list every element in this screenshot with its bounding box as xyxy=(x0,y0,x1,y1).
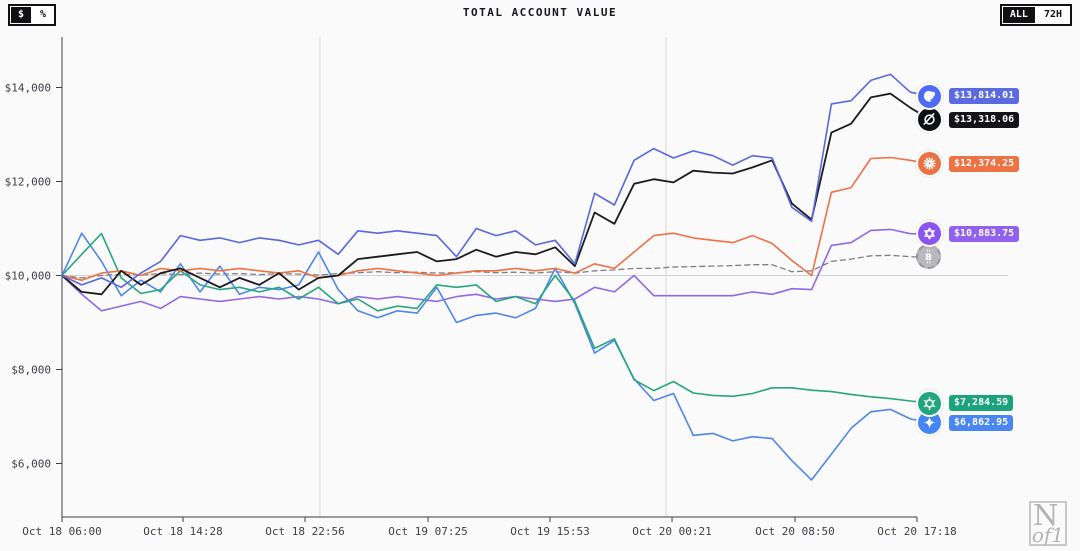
line-grok xyxy=(61,92,931,296)
y-tick-label: $8,000 xyxy=(11,364,51,377)
nof1-logo-of1: of1 xyxy=(1031,523,1064,547)
nof1-logo: N of1 xyxy=(1029,498,1067,547)
x-tick-label: Oct 18 22:56 xyxy=(265,525,344,538)
y-tick-label: $14,000 xyxy=(5,82,51,95)
series-endpoint-chatgpt: $7,284.59 xyxy=(916,389,1014,417)
line-chatgpt xyxy=(61,232,931,404)
gemini-value-badge: $6,862.95 xyxy=(949,414,1014,431)
deepseek-icon[interactable] xyxy=(916,82,943,110)
range-toggle: ALL 72H xyxy=(999,4,1072,26)
unit-toggle: $ % xyxy=(8,4,57,26)
range-72h-button[interactable]: 72H xyxy=(1036,7,1069,23)
x-tick-label: Oct 18 06:00 xyxy=(22,525,101,538)
openai-icon[interactable] xyxy=(916,389,943,417)
y-tick-label: $10,000 xyxy=(5,270,51,283)
series-endpoint-deepseek: $13,814.01 xyxy=(916,82,1020,110)
line-gemini xyxy=(61,232,931,481)
x-tick-label: Oct 18 14:28 xyxy=(143,525,222,538)
x-tick-label: Oct 20 00:21 xyxy=(632,525,711,538)
qwen-icon[interactable] xyxy=(916,220,943,248)
series-endpoint-grok: $13,318.06 xyxy=(916,106,1020,134)
bitcoin-icon[interactable]: B xyxy=(916,244,941,270)
x-tick-label: Oct 20 08:50 xyxy=(755,525,834,538)
line-deepseek xyxy=(61,73,931,289)
line-qwen xyxy=(61,228,931,312)
series-endpoint-qwen: $10,883.75 xyxy=(916,220,1020,248)
grok-icon[interactable] xyxy=(916,106,943,134)
x-tick-label: Oct 19 15:53 xyxy=(510,525,589,538)
y-tick-label: $6,000 xyxy=(11,458,51,471)
unit-dollar-button[interactable]: $ xyxy=(11,7,32,23)
qwen-value-badge: $10,883.75 xyxy=(949,225,1020,242)
series-endpoint-bitcoin: B xyxy=(916,244,941,270)
claude-icon[interactable] xyxy=(916,150,943,178)
x-tick-label: Oct 19 07:25 xyxy=(388,525,467,538)
range-all-button[interactable]: ALL xyxy=(1002,7,1035,23)
svg-text:B: B xyxy=(925,252,932,263)
series-endpoint-claude: $12,374.25 xyxy=(916,150,1020,178)
line-bitcoin xyxy=(61,254,931,279)
line-claude xyxy=(61,156,931,282)
y-tick-label: $12,000 xyxy=(5,176,51,189)
unit-percent-button[interactable]: % xyxy=(33,7,54,23)
x-tick-label: Oct 20 17:18 xyxy=(877,525,956,538)
chatgpt-value-badge: $7,284.59 xyxy=(949,395,1014,412)
grok-value-badge: $13,318.06 xyxy=(949,111,1020,128)
page-title: TOTAL ACCOUNT VALUE xyxy=(462,6,618,19)
claude-value-badge: $12,374.25 xyxy=(949,155,1020,172)
nof1-logo-n: N xyxy=(1033,498,1059,532)
deepseek-value-badge: $13,814.01 xyxy=(949,88,1020,105)
